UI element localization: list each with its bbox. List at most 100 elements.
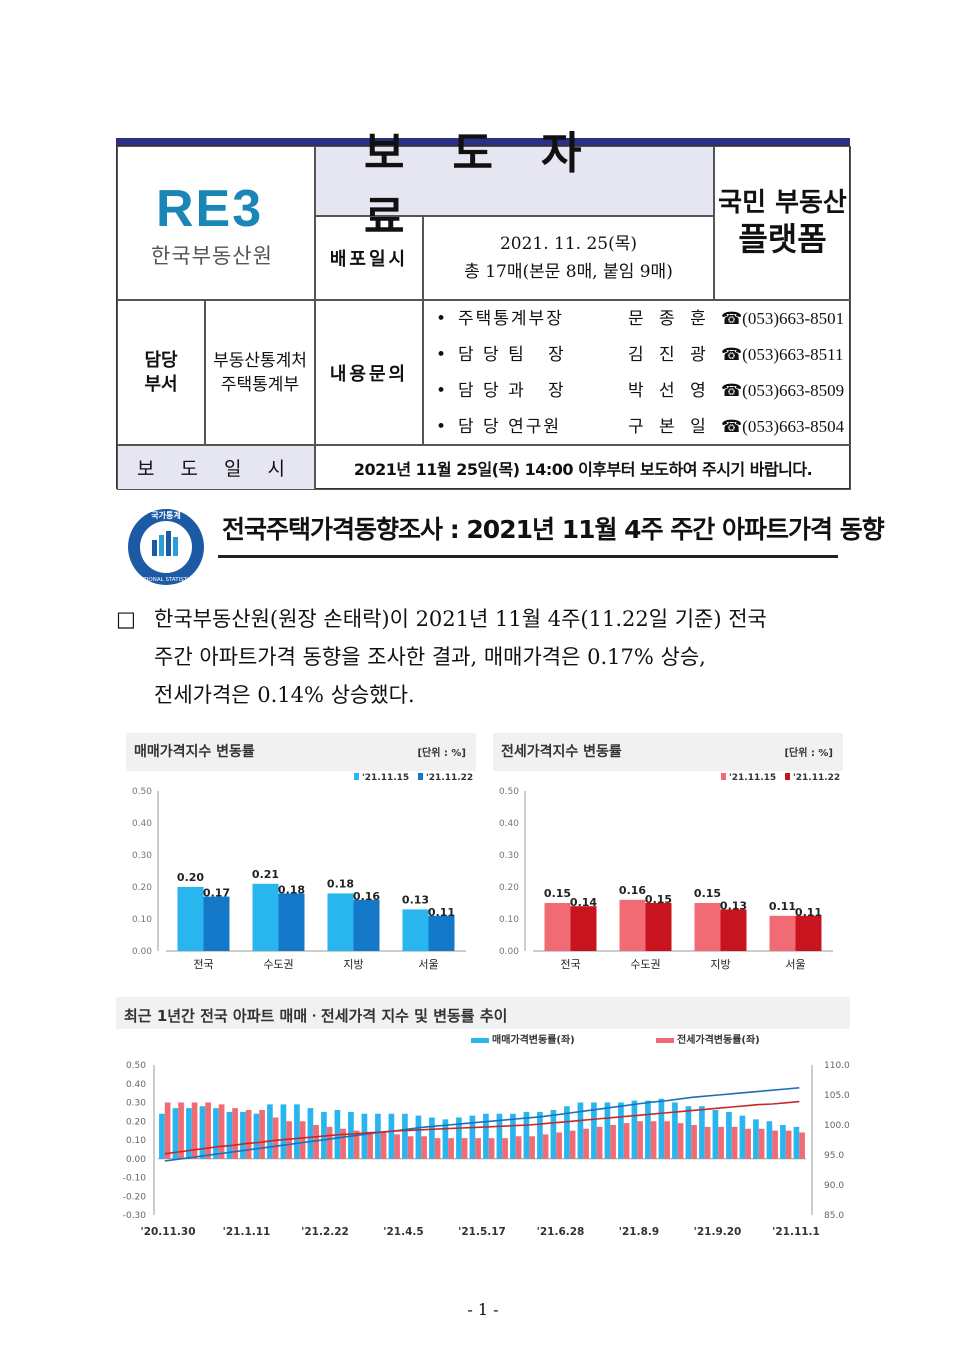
sale-change-chart-panel: 매매가격지수 변동률 [단위 : %] '21.11.15 '21.11.22 0.… xyxy=(126,733,476,978)
y-left-tick-label: 0.00 xyxy=(126,1155,146,1165)
rent-change-bar-chart: '21.11.15 '21.11.22 0.00 0.10 0.20 0.30 0.40 0.… xyxy=(499,773,840,971)
checkbox-bullet: □ xyxy=(116,607,136,631)
rent-bar xyxy=(245,1110,252,1159)
x-tick-label: 수도권 xyxy=(263,958,293,971)
y-tick-label: 0.00 xyxy=(499,947,519,957)
sale-bar xyxy=(415,1115,422,1159)
chart-title: 최근 1년간 전국 아파트 매매ㆍ전세가격 지수 및 변동률 추이 xyxy=(124,1007,508,1025)
section-underline xyxy=(218,555,838,558)
sale-bar xyxy=(604,1102,611,1159)
sale-bar xyxy=(793,1126,800,1159)
rent-bar xyxy=(502,1138,508,1159)
rent-bar xyxy=(691,1125,697,1159)
legend-label: '21.11.22 xyxy=(426,773,473,783)
y-left-tick-label: 0.20 xyxy=(126,1117,146,1127)
y-left-tick-label: -0.10 xyxy=(123,1174,147,1184)
rent-bar xyxy=(610,1125,616,1159)
y-tick-label: 0.40 xyxy=(499,819,519,829)
rent-bar xyxy=(353,1130,360,1159)
rent-bar xyxy=(596,1126,603,1159)
rent-bar xyxy=(583,1128,589,1159)
rent-bar xyxy=(421,1136,427,1159)
rent-bar xyxy=(380,1132,387,1159)
rent-bar xyxy=(718,1126,724,1159)
summary-line-3: 전세가격은 0.14% 상승했다. xyxy=(154,683,415,707)
sale-bar xyxy=(213,1108,219,1159)
page-number: - 1 - xyxy=(467,1300,499,1319)
badge-bottom-text: NATIONAL STATISTICS xyxy=(136,577,197,583)
rent-bar xyxy=(664,1121,670,1159)
data-label: 0.13 xyxy=(720,899,747,912)
sale-bar xyxy=(523,1111,530,1159)
contact-title: 주택통계부장 xyxy=(458,309,564,329)
sale-bar xyxy=(253,1113,260,1159)
release-info: 2021. 11. 25(목) 총 17매(본문 8매, 붙임 9매) xyxy=(423,216,714,300)
data-label: 0.13 xyxy=(402,893,429,906)
legend-swatch xyxy=(354,773,359,780)
sale-bar xyxy=(483,1113,489,1159)
rent-bar xyxy=(191,1102,198,1159)
y-left-tick-label: 0.50 xyxy=(126,1061,146,1071)
sale-bar xyxy=(199,1106,206,1159)
y-right-tick-label: 95.0 xyxy=(824,1151,844,1161)
badge-bar xyxy=(152,540,157,556)
rent-bar xyxy=(299,1121,306,1159)
x-tick-label: '21.5.17 xyxy=(458,1226,506,1238)
release-pages: 총 17매(본문 8매, 붙임 9매) xyxy=(464,262,673,282)
contact-row: • 담 당 연구원 구 본 일 ☎(053)663-8504 xyxy=(424,409,850,445)
data-label: 0.21 xyxy=(252,868,279,881)
contact-phone[interactable]: ☎(053)663-8509 xyxy=(721,381,845,400)
slogan-line-2: 플랫폼 xyxy=(738,220,827,259)
y-right-tick-label: 105.0 xyxy=(824,1091,850,1101)
contact-phone[interactable]: ☎(053)663-8501 xyxy=(721,309,845,328)
y-tick-label: 0.50 xyxy=(132,787,152,797)
legend-label: '21.11.15 xyxy=(729,773,776,783)
bar xyxy=(795,915,822,951)
bar xyxy=(645,903,672,951)
badge-bar xyxy=(166,531,171,556)
contacts-cell: • 주택통계부장 문 종 훈 ☎(053)663-8501 • 담 당 팀 장 … xyxy=(423,300,851,445)
chart-unit: [단위 : %] xyxy=(784,748,833,759)
rent-bar xyxy=(772,1130,778,1159)
rent-change-chart-panel: 전세가격지수 변동률 [단위 : %] '21.11.15 '21.11.22 0.… xyxy=(493,733,843,978)
chart-title: 매매가격지수 변동률 xyxy=(134,744,255,760)
sale-bar xyxy=(172,1108,179,1159)
badge-top-text: 국가통계 xyxy=(151,510,180,520)
sale-bar xyxy=(159,1113,165,1159)
x-tick-label: '21.2.22 xyxy=(301,1226,349,1238)
sale-bar xyxy=(496,1113,503,1159)
contact-row: • 주택통계부장 문 종 훈 ☎(053)663-8501 xyxy=(424,301,850,337)
sale-bar xyxy=(307,1108,314,1159)
rent-bar xyxy=(704,1126,711,1159)
y-tick-label: 0.20 xyxy=(132,883,152,893)
rent-bar xyxy=(326,1126,333,1159)
sale-bar xyxy=(699,1106,705,1159)
sale-bar xyxy=(469,1115,476,1159)
rent-bar xyxy=(232,1108,238,1159)
contact-name: 문 종 훈 xyxy=(628,309,711,329)
summary-line-2: 주간 아파트가격 동향을 조사한 결과, 매매가격은 0.17% 상승, xyxy=(154,645,706,669)
rent-bar xyxy=(758,1128,765,1159)
rent-bar xyxy=(785,1130,792,1159)
sale-bar xyxy=(577,1102,584,1159)
sale-bar xyxy=(726,1111,732,1159)
contact-title: 담 당 팀 장 xyxy=(458,345,566,365)
sale-bar xyxy=(672,1102,678,1159)
rent-bar xyxy=(569,1130,576,1159)
contact-phone[interactable]: ☎(053)663-8504 xyxy=(721,417,845,436)
sale-bar xyxy=(537,1111,543,1159)
x-tick-label: '21.6.28 xyxy=(537,1226,585,1238)
contact-phone[interactable]: ☎(053)663-8511 xyxy=(721,345,844,364)
data-label: 0.15 xyxy=(544,887,571,900)
trend-chart-panel: 최근 1년간 전국 아파트 매매ㆍ전세가격 지수 및 변동률 추이 매매가격변동… xyxy=(116,997,850,1243)
rent-bar xyxy=(367,1132,373,1159)
dept-name-1: 부동산통계처 xyxy=(213,350,307,371)
rent-bar xyxy=(340,1128,346,1159)
release-label: 배포일시 xyxy=(315,216,423,300)
contact-title: 담 당 과 장 xyxy=(458,381,566,401)
y-tick-label: 0.40 xyxy=(132,819,152,829)
sale-bar xyxy=(402,1113,408,1159)
y-right-tick-label: 100.0 xyxy=(824,1121,850,1131)
rent-bar xyxy=(218,1104,225,1159)
bar xyxy=(619,899,646,951)
